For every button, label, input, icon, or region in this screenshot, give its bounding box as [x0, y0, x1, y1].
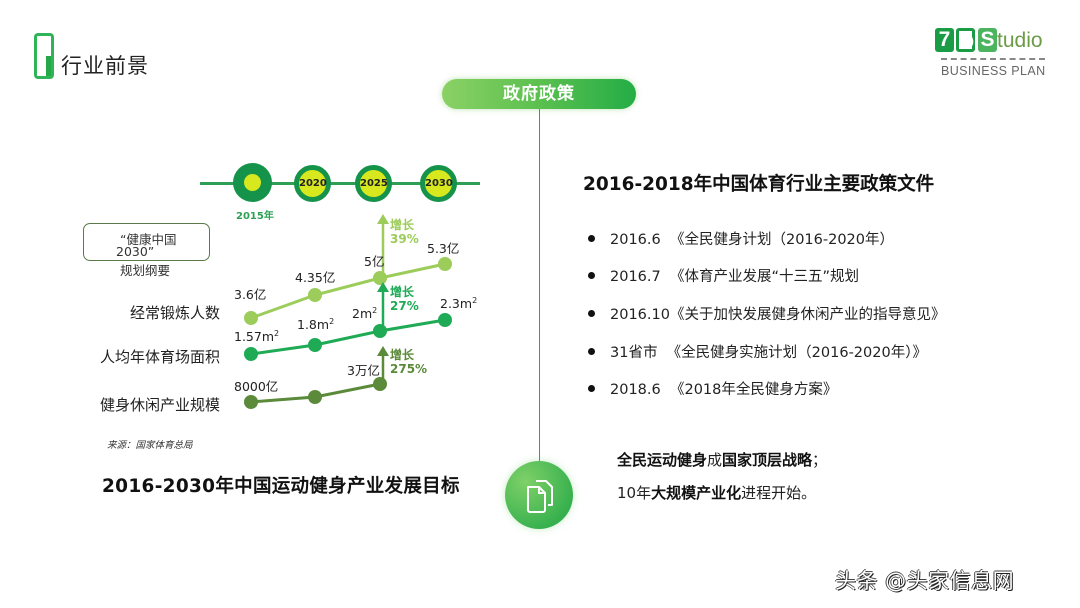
policy-item: 2016.7 《体育产业发展“十三五”规划: [588, 265, 859, 286]
value-label: 1.57m2: [234, 329, 280, 345]
section-icon: [34, 33, 54, 79]
plan-outline-box: [83, 223, 210, 261]
logo-char-7: 7: [935, 28, 954, 52]
vertical-divider: [539, 109, 540, 461]
row-label-venue-area: 人均年体育场面积: [99, 348, 220, 366]
timeline-node-2030: 2030: [420, 165, 457, 202]
source-note: 来源：国家体育总局: [107, 440, 193, 451]
timeline-node-2025: 2025: [355, 165, 392, 202]
policy-item: 2018.6 《2018年全民健身方案》: [588, 378, 837, 399]
bullet-icon: [588, 234, 595, 242]
logo-char-s: S: [978, 28, 997, 52]
section-title: 行业前景: [61, 54, 149, 78]
logo-char-d: D: [956, 28, 975, 54]
bullet-icon: [588, 309, 595, 317]
logo-text: tudio: [997, 29, 1043, 52]
value-label: 2m2: [352, 306, 378, 322]
value-label: 2.3m2: [440, 296, 478, 312]
targets-line-chart: [244, 214, 452, 409]
logo-dashed-line: [941, 58, 1045, 60]
value-label: 3万亿: [347, 363, 380, 378]
timeline-start-label: 2015年: [236, 211, 274, 222]
value-label: 4.35亿: [295, 270, 336, 285]
timeline-line: [200, 182, 480, 185]
timeline-node-2020: 2020: [294, 165, 331, 202]
value-label: 5亿: [364, 254, 385, 269]
bullet-icon: [588, 271, 595, 279]
conclusion-line-2: 10年大规模产业化进程开始。: [617, 484, 817, 502]
growth-percent: 275%: [390, 362, 428, 376]
bullet-icon: [588, 347, 595, 355]
logo-subtitle: BUSINESS PLAN: [941, 64, 1046, 78]
growth-label: 增长 275%: [390, 348, 427, 376]
growth-text: 增长: [390, 218, 415, 232]
policy-list-title: 2016-2018年中国体育行业主要政策文件: [583, 174, 935, 195]
growth-percent: 39%: [390, 232, 419, 246]
policy-item: 2016.6 《全民健身计划（2016-2020年）: [588, 228, 894, 249]
growth-percent: 27%: [390, 299, 419, 313]
value-label: 8000亿: [234, 379, 279, 394]
plan-name-line1: “健康中国: [120, 232, 177, 247]
bullet-icon: [588, 384, 595, 392]
policy-heading-pill: 政府政策: [442, 79, 636, 109]
conclusion-line-1: 全民运动健身成国家顶层战略；: [617, 451, 828, 469]
watermark: 头条 @头家信息网: [835, 569, 1015, 593]
growth-text: 增长: [390, 348, 415, 362]
growth-label: 增长 27%: [390, 285, 419, 313]
row-label-exercise: 经常锻炼人数: [129, 304, 220, 322]
timeline-node-2015: [233, 163, 272, 202]
growth-label: 增长 39%: [390, 218, 419, 246]
policy-item: 2016.10《关于加快发展健身休闲产业的指导意见》: [588, 303, 945, 324]
value-label: 5.3亿: [427, 241, 460, 256]
growth-text: 增长: [390, 285, 415, 299]
documents-icon: [505, 461, 573, 529]
studio-logo: 7 D S tudio BUSINESS PLAN: [935, 28, 1050, 83]
plan-name-line3: 规划纲要: [120, 263, 171, 278]
plan-name-line2: 2030”: [116, 244, 155, 259]
policy-item: 31省市 《全民健身实施计划（2016-2020年）》: [588, 341, 927, 362]
value-label: 1.8m2: [297, 317, 335, 333]
row-label-industry-scale: 健身休闲产业规模: [99, 396, 220, 414]
chart-title: 2016-2030年中国运动健身产业发展目标: [102, 476, 460, 497]
value-label: 3.6亿: [234, 287, 267, 302]
